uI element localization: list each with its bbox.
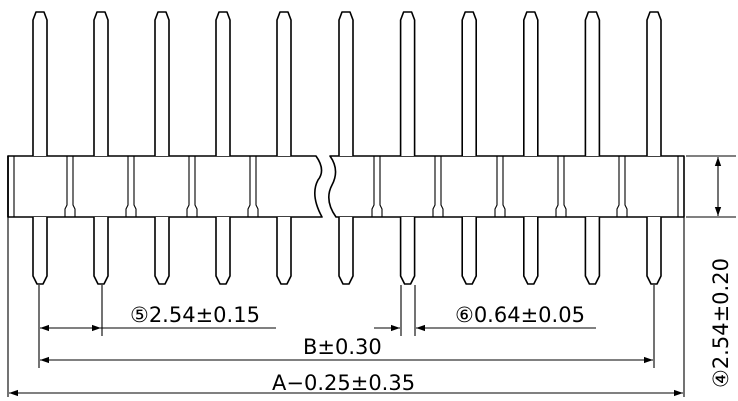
cell-divider-2 <box>125 156 137 217</box>
pin-lower-1 <box>32 217 48 285</box>
cell-divider-7 <box>494 156 506 217</box>
pin-lower-3 <box>154 217 170 285</box>
cell-divider-9 <box>616 156 628 217</box>
pin-upper-7 <box>399 11 416 156</box>
pin-upper-2 <box>93 11 109 156</box>
pin-upper-3 <box>154 11 170 156</box>
length-a-dimension-label: A−0.25±0.35 <box>272 371 415 395</box>
pin-lower-6 <box>338 217 354 285</box>
pin-lower-8 <box>461 217 477 285</box>
pin-width-dimension-label: ⑥0.64±0.05 <box>455 303 585 327</box>
cell-divider-1 <box>64 156 76 217</box>
pin-upper-11 <box>646 11 662 156</box>
pin-upper-9 <box>523 11 539 156</box>
pin-lower-7 <box>399 217 416 285</box>
cell-divider-6 <box>432 156 444 217</box>
pin-upper-1 <box>32 11 48 156</box>
cell-divider-5 <box>371 156 383 217</box>
pin-lower-2 <box>93 217 109 285</box>
pin-lower-5 <box>276 217 292 285</box>
pin-array <box>32 11 662 285</box>
header-body <box>7 155 685 218</box>
pin-upper-5 <box>276 11 292 156</box>
span-b-dimension-label: B±0.30 <box>303 335 382 359</box>
pin-upper-8 <box>461 11 477 156</box>
dimension-lines <box>9 157 722 397</box>
pin-lower-4 <box>215 217 231 285</box>
pin-lower-10 <box>584 217 601 285</box>
pin-upper-6 <box>338 11 354 156</box>
pin-upper-10 <box>584 11 601 156</box>
pitch-dimension-label: ⑤2.54±0.15 <box>130 303 260 327</box>
extension-lines <box>7 155 736 397</box>
body-height-dimension-label: ④2.54±0.20 <box>709 258 733 388</box>
cell-divider-4 <box>247 156 259 217</box>
pin-upper-4 <box>215 11 231 156</box>
body-partitions <box>13 156 679 217</box>
pin-lower-9 <box>523 217 539 285</box>
cell-divider-8 <box>555 156 567 217</box>
pin-lower-11 <box>646 217 662 285</box>
cell-divider-3 <box>186 156 198 217</box>
